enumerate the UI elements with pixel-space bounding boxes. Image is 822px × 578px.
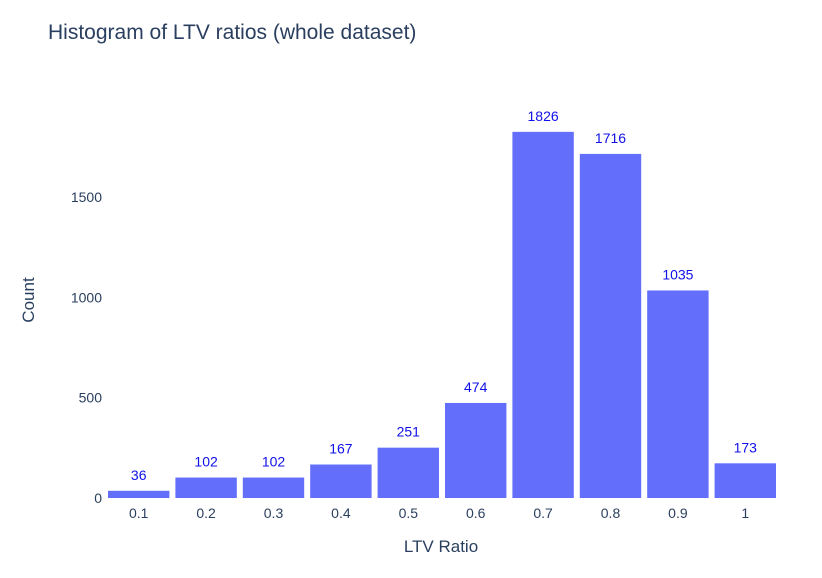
x-tick-label: 0.2 — [196, 505, 216, 521]
bar-data-label: 251 — [397, 424, 421, 440]
x-tick-label: 0.8 — [601, 505, 621, 521]
bar-data-label: 1716 — [595, 130, 626, 146]
bar-data-label: 474 — [464, 379, 488, 395]
histogram-bar — [512, 131, 574, 499]
y-tick-label: 0 — [94, 490, 102, 506]
histogram-bar — [175, 477, 237, 498]
x-tick-label: 0.5 — [399, 505, 419, 521]
y-tick-label: 500 — [79, 390, 103, 406]
x-tick-label: 0.9 — [668, 505, 688, 521]
histogram-bar — [242, 477, 305, 498]
y-tick-label: 1000 — [71, 289, 102, 305]
bar-data-label: 167 — [329, 441, 353, 457]
histogram-bar — [579, 153, 642, 498]
x-tick-label: 0.6 — [466, 505, 486, 521]
y-axis-ticks: 0 500 1000 1500 — [71, 189, 102, 506]
x-tick-label: 0.4 — [331, 505, 351, 521]
bar-data-label: 1035 — [662, 266, 693, 282]
x-tick-label: 0.3 — [264, 505, 284, 521]
histogram-bar — [714, 463, 776, 498]
data-labels-group: 36 102 102 167 251 474 1826 1716 1035 173 — [131, 108, 757, 483]
bars-group — [108, 131, 776, 499]
x-axis-ticks: 0.1 0.2 0.3 0.4 0.5 0.6 0.7 0.8 0.9 1 — [129, 505, 749, 521]
y-tick-label: 1500 — [71, 189, 102, 205]
histogram-bar — [445, 402, 507, 498]
x-tick-label: 0.1 — [129, 505, 149, 521]
histogram-bar — [647, 290, 709, 498]
chart-title: Histogram of LTV ratios (whole dataset) — [48, 21, 416, 44]
histogram-bar — [108, 490, 170, 498]
bar-data-label: 102 — [194, 454, 218, 470]
bar-data-label: 36 — [131, 467, 147, 483]
histogram-bar — [310, 464, 372, 498]
bar-data-label: 173 — [734, 439, 758, 455]
x-tick-label: 1 — [741, 505, 749, 521]
histogram-bar — [377, 447, 439, 498]
bar-data-label: 1826 — [528, 108, 559, 124]
bar-data-label: 102 — [262, 454, 286, 470]
x-axis-title: LTV Ratio — [404, 537, 478, 556]
y-axis-title: Count — [19, 277, 38, 323]
x-tick-label: 0.7 — [533, 505, 553, 521]
